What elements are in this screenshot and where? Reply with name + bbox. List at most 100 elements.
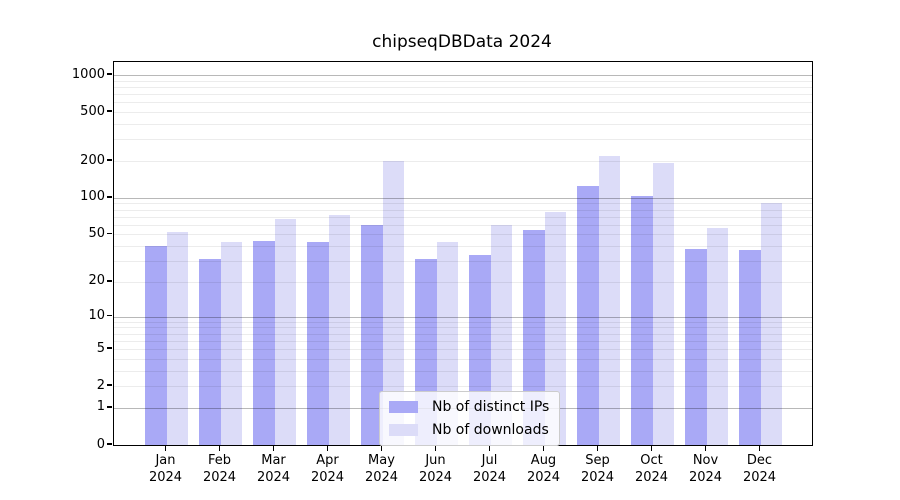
y-tick-label: 5 xyxy=(96,340,105,356)
minor-gridline xyxy=(114,80,812,82)
x-tick-month: Aug xyxy=(530,453,557,468)
x-tick-month: Sep xyxy=(585,453,610,468)
x-tick-label: Feb 2024 xyxy=(190,452,250,486)
x-tick-month: Jan xyxy=(155,453,176,468)
y-tick-label: 20 xyxy=(88,273,105,289)
bar-downloads xyxy=(598,156,620,445)
y-tick-mark xyxy=(107,406,112,408)
x-tick-label: Aug 2024 xyxy=(514,452,574,486)
minor-gridline xyxy=(114,349,812,351)
y-tick-label: 10 xyxy=(88,308,105,324)
y-tick-mark xyxy=(107,314,112,317)
x-tick-label: Nov 2024 xyxy=(676,452,736,486)
y-tick-label: 500 xyxy=(80,103,105,119)
minor-gridline xyxy=(114,281,812,283)
x-tick-month: Oct xyxy=(640,453,663,468)
minor-gridline xyxy=(114,139,812,141)
x-tick-mark xyxy=(218,446,221,451)
minor-gridline xyxy=(114,321,812,323)
minor-gridline xyxy=(114,386,812,388)
legend-label: Nb of distinct IPs xyxy=(432,399,550,415)
bar-distinct-ips xyxy=(631,196,653,445)
y-tick-label: 1000 xyxy=(71,66,105,82)
bar-downloads xyxy=(166,232,188,445)
x-tick-mark xyxy=(326,446,329,451)
bar-downloads xyxy=(382,161,404,445)
x-tick-year: 2024 xyxy=(364,470,399,485)
minor-gridline xyxy=(114,340,812,342)
x-tick-mark xyxy=(650,446,653,451)
chart-title: chipseqDBData 2024 xyxy=(372,32,552,52)
y-tick-mark xyxy=(107,443,112,445)
x-tick-label: Jun 2024 xyxy=(406,452,466,486)
minor-gridline xyxy=(114,358,812,360)
bar-downloads xyxy=(220,242,242,445)
minor-gridline xyxy=(114,86,812,88)
x-tick-label: Dec 2024 xyxy=(730,452,790,486)
minor-gridline xyxy=(114,112,812,114)
y-tick-mark xyxy=(107,159,112,161)
bar-downloads xyxy=(490,224,512,445)
bar-downloads xyxy=(706,227,728,445)
minor-gridline xyxy=(114,370,812,372)
x-tick-mark xyxy=(488,446,491,451)
x-tick-year: 2024 xyxy=(580,470,615,485)
y-tick-label: 100 xyxy=(80,189,105,205)
bar-downloads xyxy=(328,215,350,445)
x-tick-label: Mar 2024 xyxy=(244,452,304,486)
minor-gridline xyxy=(114,224,812,226)
x-tick-mark xyxy=(272,446,275,451)
bar-distinct-ips xyxy=(199,259,221,445)
minor-gridline xyxy=(114,161,812,163)
minor-gridline xyxy=(114,261,812,263)
y-tick-label: 200 xyxy=(80,152,105,168)
minor-gridline xyxy=(114,94,812,96)
minor-gridline xyxy=(114,102,812,104)
x-tick-label: Jul 2024 xyxy=(460,452,520,486)
x-tick-month: Dec xyxy=(746,453,773,468)
y-tick-label: 50 xyxy=(88,225,105,241)
minor-gridline xyxy=(114,209,812,211)
legend-row: Nb of downloads xyxy=(389,422,549,438)
legend-swatch xyxy=(389,424,418,436)
x-tick-month: Jun xyxy=(425,453,446,468)
x-tick-label: Jan 2024 xyxy=(136,452,196,486)
y-tick-label: 0 xyxy=(96,436,105,452)
x-tick-year: 2024 xyxy=(526,470,561,485)
x-tick-month: Mar xyxy=(261,453,286,468)
x-tick-mark xyxy=(542,446,545,451)
x-tick-year: 2024 xyxy=(742,470,777,485)
y-tick-mark xyxy=(107,347,112,349)
x-tick-month: Jul xyxy=(481,453,498,468)
x-tick-year: 2024 xyxy=(310,470,345,485)
legend-swatch xyxy=(389,401,418,413)
x-tick-mark xyxy=(704,446,707,451)
y-tick-mark xyxy=(107,232,112,235)
x-tick-year: 2024 xyxy=(418,470,453,485)
legend-label: Nb of downloads xyxy=(432,422,549,438)
bar-distinct-ips xyxy=(685,248,707,445)
x-tick-label: Apr 2024 xyxy=(298,452,358,486)
x-tick-mark xyxy=(164,446,167,451)
minor-gridline xyxy=(114,246,812,248)
legend-row: Nb of distinct IPs xyxy=(389,399,549,415)
bar-distinct-ips xyxy=(577,186,599,445)
bar-downloads xyxy=(760,202,782,445)
x-tick-label: Oct 2024 xyxy=(622,452,682,486)
x-tick-month: Apr xyxy=(316,453,339,468)
y-tick-label: 1 xyxy=(96,399,105,415)
major-gridline xyxy=(114,316,812,318)
x-tick-mark xyxy=(758,446,761,451)
x-tick-month: Nov xyxy=(692,453,719,468)
x-tick-mark xyxy=(434,446,437,451)
plot-area xyxy=(113,61,813,446)
bar-distinct-ips xyxy=(253,241,275,445)
bar-distinct-ips xyxy=(145,246,167,445)
minor-gridline xyxy=(114,203,812,205)
x-tick-mark xyxy=(380,446,383,451)
y-tick-mark xyxy=(107,280,112,282)
x-tick-year: 2024 xyxy=(688,470,723,485)
minor-gridline xyxy=(114,327,812,329)
y-tick-mark xyxy=(107,73,112,75)
